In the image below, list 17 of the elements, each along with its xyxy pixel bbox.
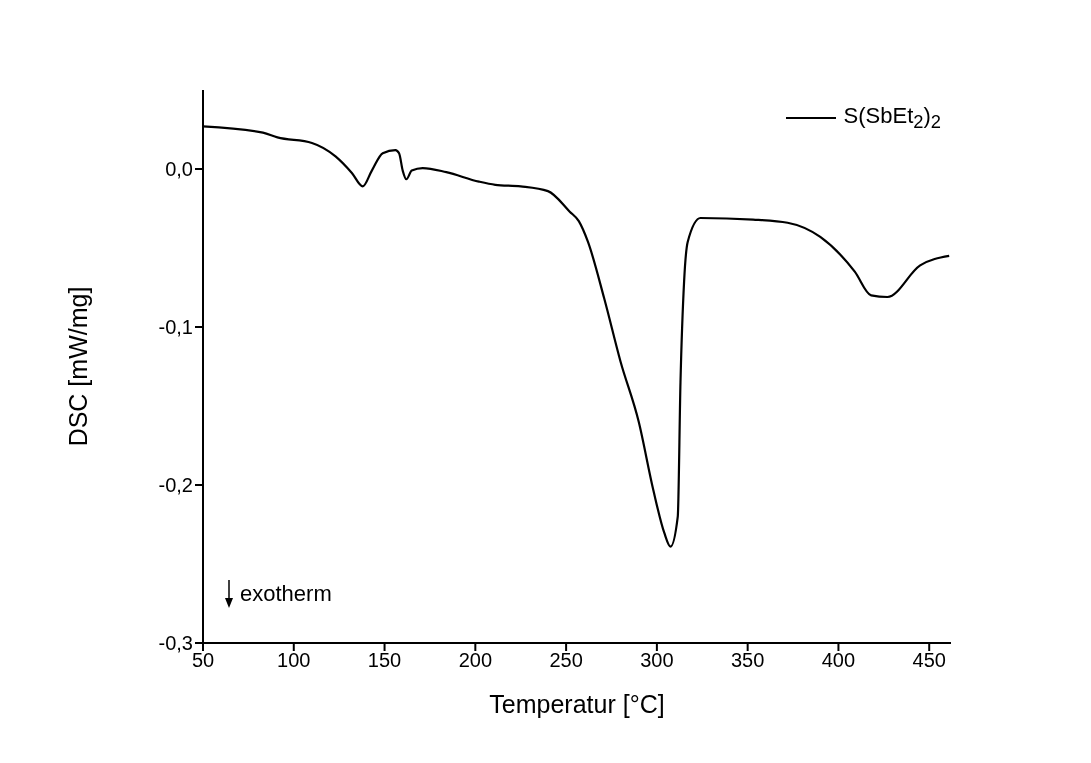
y-tick-label: -0,1 <box>158 316 193 339</box>
y-tick-label: 0,0 <box>165 158 193 181</box>
x-tick-label: 350 <box>730 649 765 672</box>
x-tick-label: 400 <box>821 649 856 672</box>
x-tick-label: 150 <box>367 649 402 672</box>
x-tick-label: 200 <box>458 649 493 672</box>
x-tick-label: 100 <box>277 649 311 672</box>
x-axis-title: Temperatur [°C] <box>489 690 665 718</box>
x-tick-label: 50 <box>191 649 215 672</box>
x-tick-label: 250 <box>549 649 583 672</box>
y-axis-title: DSC [mW/mg] <box>63 286 92 447</box>
legend-label: S(SbEt$_{2}$)$_{2}$ <box>843 103 941 134</box>
annotation: exotherm <box>240 581 332 607</box>
x-tick-label: 450 <box>912 649 946 672</box>
y-tick-label: -0,2 <box>158 474 193 497</box>
x-tick-label: 300 <box>640 649 674 672</box>
y-tick-label: -0,3 <box>158 632 193 655</box>
